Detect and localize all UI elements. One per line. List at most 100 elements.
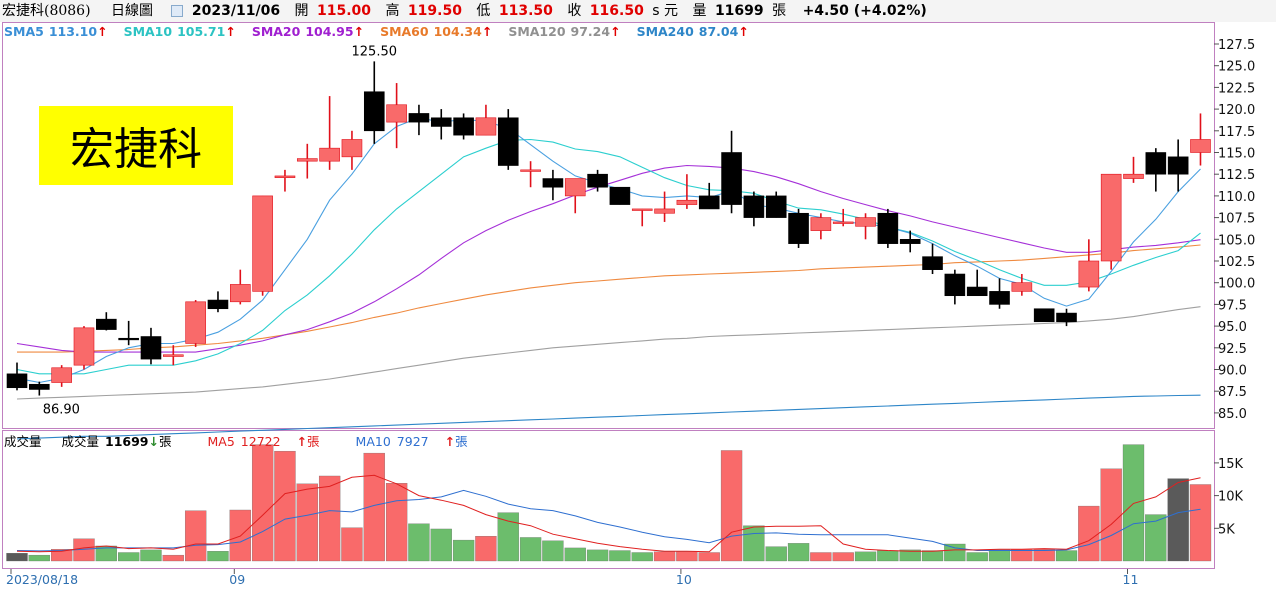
price-axis-label: 107.5 bbox=[1218, 212, 1255, 227]
close-label: 收 bbox=[567, 3, 582, 19]
candle-body bbox=[832, 221, 854, 224]
volume-pane-title: 成交量 bbox=[4, 434, 42, 449]
price-axis-label: 85.0 bbox=[1218, 407, 1247, 422]
volume-bar bbox=[631, 552, 653, 562]
volume-bar bbox=[519, 537, 542, 562]
candle-body bbox=[274, 175, 296, 178]
price-axis-label: 127.5 bbox=[1218, 38, 1255, 53]
volume-bar bbox=[854, 551, 877, 562]
candle-body bbox=[163, 354, 184, 357]
candle-body bbox=[788, 212, 809, 244]
candle-body bbox=[363, 91, 385, 132]
volume-bar bbox=[832, 552, 854, 562]
volume-bar bbox=[318, 475, 341, 562]
volume-bar bbox=[765, 546, 787, 562]
price-axis-label: 112.5 bbox=[1218, 168, 1255, 183]
volume-bar bbox=[1055, 550, 1078, 562]
volume-bar bbox=[296, 483, 318, 562]
candle-body bbox=[207, 299, 229, 310]
sma60-line bbox=[17, 244, 1201, 353]
volume-bar bbox=[51, 549, 73, 562]
sma20-line bbox=[16, 164, 1201, 353]
quote-date: 2023/11/06 bbox=[191, 3, 281, 19]
price-axis-label: 90.0 bbox=[1218, 364, 1247, 379]
candle-body bbox=[386, 104, 407, 123]
volume-bar bbox=[564, 547, 586, 562]
candle-body bbox=[564, 178, 586, 197]
volume-bar bbox=[6, 553, 28, 562]
candle-body bbox=[922, 256, 943, 270]
candle-body bbox=[319, 147, 340, 162]
volume-bar bbox=[1189, 484, 1212, 562]
sma-legend-item: SMA20 104.95↑ bbox=[251, 24, 365, 39]
candle-body bbox=[966, 286, 988, 297]
volume-bar bbox=[966, 552, 988, 562]
candle-body bbox=[743, 195, 765, 218]
price-axis-label: 100.0 bbox=[1218, 277, 1255, 292]
calendar-icon[interactable] bbox=[171, 5, 184, 17]
volume-bar bbox=[988, 549, 1011, 562]
price-axis-label: 110.0 bbox=[1218, 190, 1255, 205]
price-axis-label: 87.5 bbox=[1218, 385, 1247, 400]
volume-bar bbox=[1033, 549, 1055, 562]
period-label[interactable]: 日線圖 bbox=[111, 3, 154, 19]
candle-body bbox=[453, 117, 474, 136]
volume-bar bbox=[921, 550, 944, 562]
candle-body bbox=[989, 291, 1010, 305]
sma-legend-item: SMA240 87.04↑ bbox=[636, 24, 749, 39]
candle-body bbox=[96, 318, 117, 330]
quote-header: 宏捷科(8086) 日線圖 2023/11/06 開 115.00 高 119.… bbox=[0, 0, 1276, 22]
volume-bar bbox=[609, 550, 631, 562]
volume-bar bbox=[452, 539, 475, 562]
volume-bar bbox=[899, 549, 921, 562]
candle-body bbox=[1078, 260, 1100, 288]
volume-bar bbox=[162, 554, 184, 562]
volume-unit: 張 bbox=[772, 3, 787, 19]
volume-bar bbox=[810, 552, 832, 562]
candle-body bbox=[1167, 156, 1189, 175]
candle-body bbox=[252, 195, 273, 292]
candle-body bbox=[1100, 173, 1122, 262]
low-label: 低 bbox=[476, 3, 491, 19]
candle-body bbox=[520, 169, 541, 172]
sma5-line bbox=[16, 117, 1201, 384]
unit-label: s 元 bbox=[652, 3, 679, 19]
volume-bar bbox=[676, 551, 698, 562]
volume-bar bbox=[118, 552, 140, 562]
candle-body bbox=[475, 117, 497, 136]
low-value: 113.50 bbox=[498, 3, 553, 19]
candle-body bbox=[810, 217, 832, 231]
price-axis-label: 120.0 bbox=[1218, 103, 1255, 118]
candle-body bbox=[609, 186, 631, 205]
volume-bar bbox=[1122, 444, 1145, 562]
sma-legend-item: SMA60 104.34↑ bbox=[380, 24, 493, 39]
open-value: 115.00 bbox=[316, 3, 372, 19]
candle-body bbox=[1145, 152, 1167, 175]
candle-body bbox=[118, 337, 139, 341]
volume-legend: 成交量 成交量 11699↓張 MA5 12722 ↑張 MA10 7927 ↑張 bbox=[4, 431, 500, 450]
volume-bar bbox=[743, 525, 765, 562]
high-annotation: 125.50 bbox=[352, 44, 398, 59]
volume-bar bbox=[586, 549, 609, 562]
volume-bar bbox=[698, 552, 720, 562]
candle-body bbox=[721, 152, 742, 205]
sma-legend-item: SMA10 105.71↑ bbox=[123, 24, 236, 39]
volume-ma5-line bbox=[16, 474, 1201, 553]
volume-bar bbox=[207, 551, 229, 562]
volume-bar bbox=[385, 483, 408, 562]
volume-panel-frame bbox=[2, 430, 1215, 569]
high-value: 119.50 bbox=[407, 3, 462, 19]
x-axis-label: 10 bbox=[676, 572, 692, 587]
high-label: 高 bbox=[385, 3, 400, 19]
candle-body bbox=[765, 195, 787, 218]
candle-body bbox=[230, 284, 251, 303]
candle-body bbox=[296, 158, 318, 162]
candle-body bbox=[676, 199, 698, 205]
volume-bar bbox=[720, 450, 743, 562]
candle-body bbox=[1056, 312, 1077, 323]
candle-body bbox=[185, 301, 206, 344]
volume-bar bbox=[542, 540, 564, 562]
volume-axis-label: 15K bbox=[1218, 457, 1244, 472]
open-label: 開 bbox=[294, 3, 309, 19]
